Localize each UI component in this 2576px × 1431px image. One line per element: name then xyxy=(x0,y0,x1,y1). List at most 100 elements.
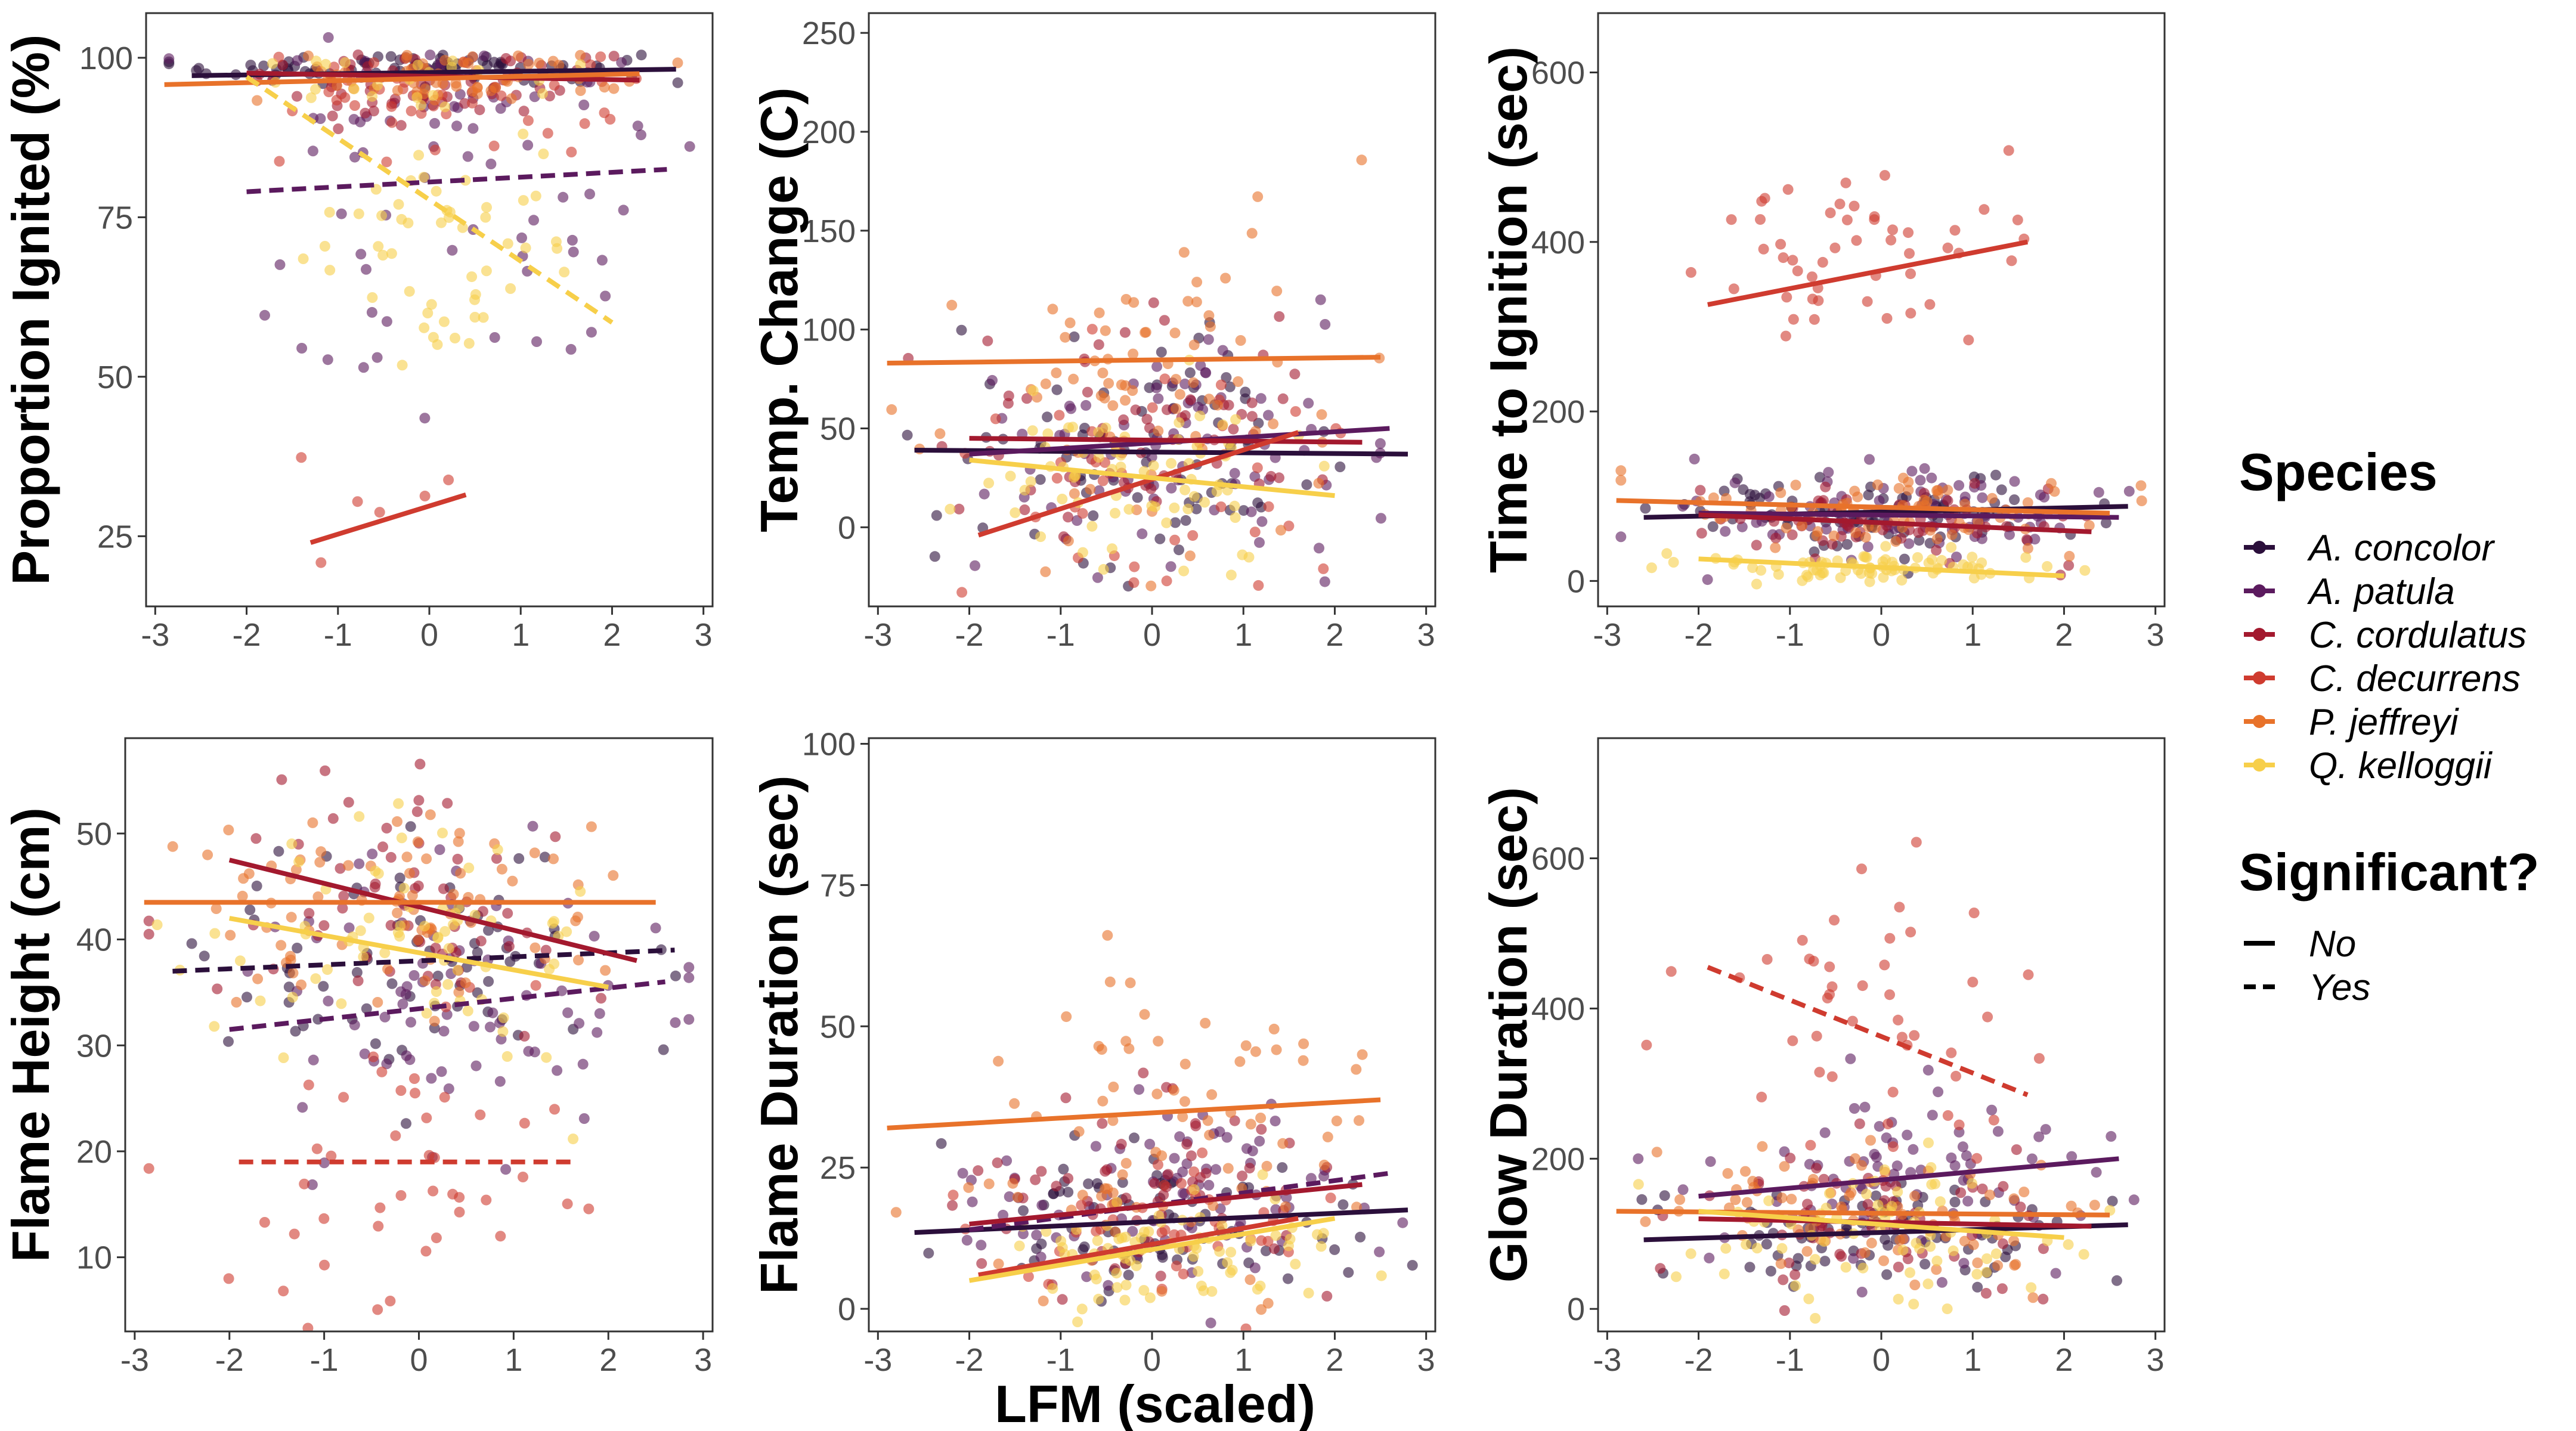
data-point xyxy=(1893,1262,1904,1272)
data-point xyxy=(1959,498,1971,510)
data-point xyxy=(1803,1293,1815,1305)
data-point xyxy=(305,92,317,103)
data-point xyxy=(1265,470,1277,482)
data-point xyxy=(574,1018,585,1029)
data-point xyxy=(1397,1217,1408,1228)
data-point xyxy=(1191,277,1203,288)
data-point xyxy=(413,934,424,946)
data-point xyxy=(2049,486,2060,497)
data-point xyxy=(670,1017,681,1029)
data-point xyxy=(1108,1082,1119,1092)
data-point xyxy=(1245,1235,1256,1247)
data-point xyxy=(946,299,958,311)
data-point xyxy=(1128,348,1139,360)
data-point xyxy=(488,140,500,151)
data-point xyxy=(1899,553,1910,565)
data-point xyxy=(584,188,595,200)
data-point xyxy=(2004,529,2015,540)
data-point xyxy=(1185,1150,1197,1161)
data-point xyxy=(1303,1287,1314,1299)
data-point xyxy=(599,82,610,93)
x-tick-label: 2 xyxy=(2055,617,2073,653)
data-point xyxy=(982,335,993,346)
data-point xyxy=(1119,327,1131,338)
data-point xyxy=(2091,1167,2102,1178)
data-point xyxy=(1902,1129,1913,1141)
data-point xyxy=(338,890,349,902)
data-point xyxy=(451,120,462,132)
data-point xyxy=(1234,1056,1246,1067)
data-point xyxy=(312,891,324,902)
data-point xyxy=(1946,1152,1957,1163)
data-point xyxy=(1903,485,1914,496)
data-point xyxy=(1751,540,1762,551)
data-point xyxy=(1665,966,1677,977)
data-point xyxy=(460,175,471,186)
data-point xyxy=(225,930,236,941)
data-point xyxy=(530,942,541,953)
data-point xyxy=(1193,1266,1204,1277)
data-point xyxy=(1091,1226,1102,1237)
data-point xyxy=(1751,578,1762,590)
data-point xyxy=(475,1109,486,1120)
data-point xyxy=(1063,1173,1074,1184)
data-point xyxy=(498,1012,509,1023)
y-tick-label: 50 xyxy=(820,411,856,447)
data-point xyxy=(438,1026,450,1037)
data-point xyxy=(1968,572,1980,584)
data-point xyxy=(434,844,445,855)
data-point xyxy=(1819,1256,1831,1267)
data-point xyxy=(1840,1262,1852,1273)
data-point xyxy=(566,147,577,157)
y-axis-label: Glow Duration (sec) xyxy=(1479,787,1538,1283)
data-point xyxy=(315,557,327,568)
data-point xyxy=(1116,1232,1128,1244)
data-point xyxy=(1754,493,1766,504)
data-point xyxy=(1178,565,1190,577)
data-point xyxy=(1903,227,1914,238)
data-point xyxy=(1790,479,1801,491)
data-point xyxy=(1025,476,1036,487)
data-point xyxy=(497,1026,509,1037)
data-point xyxy=(302,1322,314,1331)
panel-trend-lines xyxy=(164,67,676,545)
data-point xyxy=(1168,1085,1179,1096)
x-tick-label: 0 xyxy=(1143,1342,1161,1378)
data-point xyxy=(1072,1317,1083,1327)
data-point xyxy=(552,243,563,254)
data-point xyxy=(1230,512,1241,523)
data-point xyxy=(1615,475,1627,486)
data-point xyxy=(1111,1268,1122,1279)
data-point xyxy=(1775,487,1787,498)
data-point xyxy=(979,488,990,500)
data-point xyxy=(549,1104,560,1115)
data-point xyxy=(1246,397,1258,408)
data-point xyxy=(1188,491,1200,502)
data-point xyxy=(1961,1150,1972,1161)
data-point xyxy=(276,774,287,785)
data-point xyxy=(1159,1179,1170,1191)
data-point xyxy=(299,1178,310,1190)
data-point xyxy=(1785,1153,1796,1164)
data-point xyxy=(1203,394,1215,405)
data-point xyxy=(1205,1317,1216,1328)
data-point xyxy=(466,271,478,283)
data-point xyxy=(605,114,616,125)
data-point xyxy=(1883,1119,1894,1129)
data-point xyxy=(1778,252,1789,264)
data-point xyxy=(292,55,303,66)
data-point xyxy=(385,851,397,863)
data-point xyxy=(948,1190,959,1201)
data-point xyxy=(333,123,344,134)
data-point xyxy=(368,106,379,117)
data-point xyxy=(529,847,540,859)
data-point xyxy=(1852,491,1863,503)
data-point xyxy=(1145,580,1157,591)
data-point xyxy=(1884,933,1896,944)
data-point xyxy=(1763,491,1775,502)
data-point xyxy=(1636,1194,1648,1205)
data-point xyxy=(1874,1121,1885,1132)
data-point xyxy=(1077,508,1088,519)
data-point xyxy=(419,490,431,501)
data-point xyxy=(431,986,442,997)
